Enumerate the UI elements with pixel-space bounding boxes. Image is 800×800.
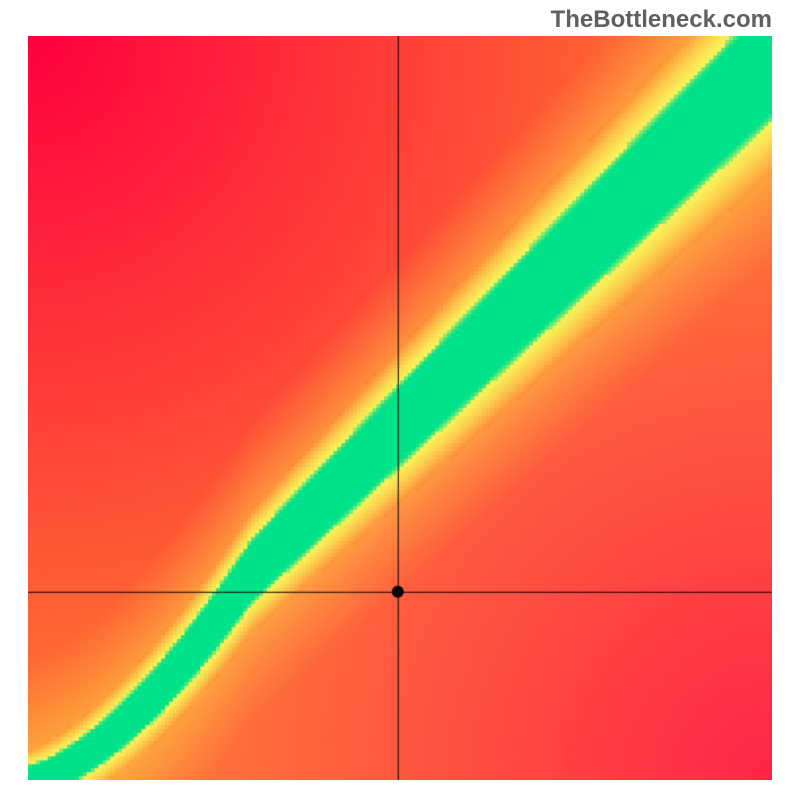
bottleneck-heatmap: [28, 36, 772, 780]
watermark-text: TheBottleneck.com: [551, 6, 772, 34]
chart-container: TheBottleneck.com: [0, 0, 800, 800]
